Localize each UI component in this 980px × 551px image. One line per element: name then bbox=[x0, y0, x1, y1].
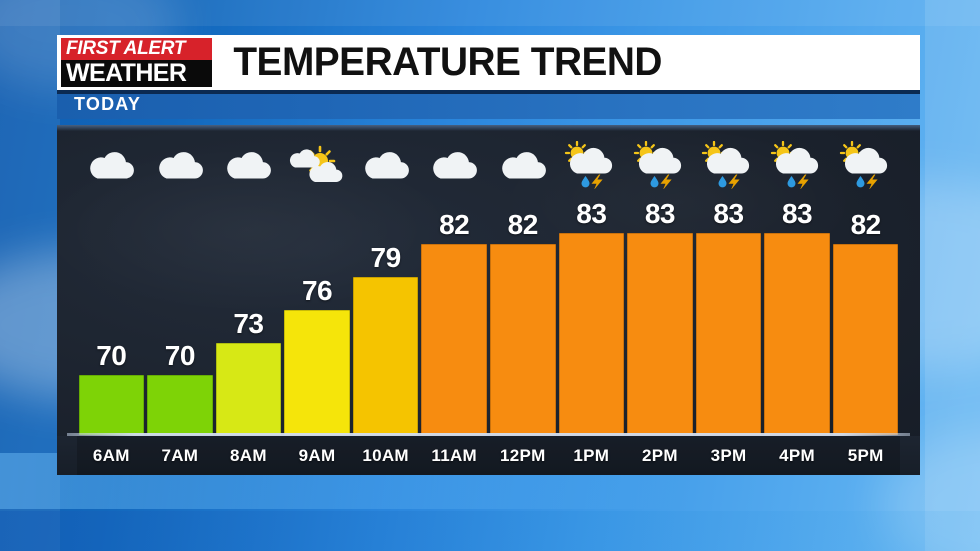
temperature-bar bbox=[764, 233, 830, 435]
bar-column: 82 bbox=[831, 133, 900, 435]
cloudy-icon bbox=[83, 141, 139, 189]
temperature-value: 79 bbox=[370, 242, 402, 273]
weather-icon-slot bbox=[488, 139, 557, 191]
weather-icon-slot bbox=[146, 139, 215, 191]
weather-icon-slot bbox=[214, 139, 283, 191]
weather-icon-slot bbox=[283, 139, 352, 191]
temperature-bar bbox=[78, 375, 145, 435]
temperature-bar bbox=[558, 233, 625, 435]
logo-first-alert-text: FIRST ALERT bbox=[61, 38, 212, 60]
background-footer-band bbox=[0, 511, 980, 551]
time-label: 8AM bbox=[230, 445, 267, 465]
first-alert-weather-logo: FIRST ALERT WEATHER bbox=[57, 35, 212, 90]
weather-icon-slot bbox=[77, 139, 146, 191]
temperature-value: 82 bbox=[507, 209, 539, 240]
bar-column: 70 bbox=[77, 133, 146, 435]
temperature-value: 82 bbox=[439, 209, 470, 240]
bar-column: 83 bbox=[694, 133, 763, 435]
weather-icon-slot bbox=[626, 139, 695, 191]
weather-icon-slot bbox=[420, 139, 489, 191]
temperature-value: 83 bbox=[781, 198, 813, 229]
bar-column: 83 bbox=[763, 133, 832, 435]
temperature-value: 70 bbox=[96, 340, 127, 371]
background-stripe bbox=[0, 0, 60, 551]
time-label: 11AM bbox=[431, 445, 477, 465]
time-label: 1PM bbox=[573, 445, 610, 465]
temperature-value: 76 bbox=[301, 275, 333, 306]
x-axis-line bbox=[67, 433, 910, 436]
bar-column: 83 bbox=[626, 133, 695, 435]
cloudy-icon bbox=[220, 141, 276, 189]
cloudy-icon bbox=[358, 141, 414, 189]
temperature-bar bbox=[695, 233, 762, 435]
temperature-bar bbox=[832, 244, 899, 435]
partly-sunny-icon bbox=[289, 141, 345, 189]
temperature-bar bbox=[284, 310, 350, 435]
sun-cloud-rain-storm-icon bbox=[838, 141, 894, 189]
temperature-trend-chart: 70 70 73 76 79 82 82 83 83 83 83 82 6AM 7AM 8AM 9AM 10A… bbox=[57, 125, 920, 475]
bar-column: 82 bbox=[420, 133, 489, 435]
weather-icon-slot bbox=[831, 139, 900, 191]
cloudy-icon bbox=[152, 141, 208, 189]
time-label: 7AM bbox=[161, 445, 199, 465]
temperature-bar bbox=[352, 277, 419, 435]
weather-icon-slot bbox=[694, 139, 763, 191]
weather-icon-slot bbox=[763, 139, 832, 191]
title-bar: FIRST ALERT WEATHER TEMPERATURE TREND bbox=[57, 35, 920, 90]
page-title: TEMPERATURE TREND bbox=[233, 40, 662, 84]
x-axis-labels: 6AM 7AM 8AM 9AM 10AM 11AM 12PM 1PM 2PM 3PM 4PM 5PM bbox=[77, 436, 900, 475]
sun-cloud-rain-storm-icon bbox=[700, 141, 756, 189]
bar-column: 79 bbox=[351, 133, 420, 435]
bar-column: 83 bbox=[557, 133, 626, 435]
time-label: 3PM bbox=[710, 445, 747, 465]
day-banner-label: TODAY bbox=[74, 94, 142, 114]
temperature-bar bbox=[215, 343, 282, 435]
temperature-bar bbox=[147, 375, 213, 435]
time-label: 4PM bbox=[779, 445, 815, 465]
time-label: 12PM bbox=[499, 445, 546, 465]
time-label: 6AM bbox=[92, 445, 130, 465]
temperature-value: 83 bbox=[644, 198, 676, 229]
cloudy-icon bbox=[495, 141, 551, 189]
bar-column: 73 bbox=[214, 133, 283, 435]
header-divider bbox=[57, 90, 920, 94]
bar-column: 82 bbox=[488, 133, 557, 435]
sun-cloud-rain-storm-icon bbox=[563, 141, 619, 189]
temperature-value: 83 bbox=[713, 198, 744, 229]
time-label: 2PM bbox=[641, 445, 678, 465]
temperature-bar bbox=[421, 244, 487, 435]
temperature-value: 70 bbox=[164, 340, 196, 371]
bar-plot-area: 70 70 73 76 79 82 82 83 83 83 83 82 bbox=[77, 133, 900, 435]
panel-top-highlight bbox=[57, 125, 920, 131]
bar-column: 70 bbox=[146, 133, 215, 435]
axis-label-strip bbox=[57, 436, 920, 475]
background-band bbox=[0, 0, 980, 26]
sun-cloud-rain-storm-icon bbox=[769, 141, 825, 189]
cloudy-icon bbox=[426, 141, 482, 189]
day-banner: TODAY bbox=[57, 90, 920, 119]
weather-icon-slot bbox=[351, 139, 420, 191]
temperature-value: 83 bbox=[576, 198, 607, 229]
temperature-bar bbox=[627, 233, 693, 435]
temperature-value: 73 bbox=[233, 308, 264, 339]
time-label: 5PM bbox=[847, 445, 884, 465]
logo-weather-text: WEATHER bbox=[61, 60, 212, 87]
temperature-value: 82 bbox=[850, 209, 882, 240]
bar-column: 76 bbox=[283, 133, 352, 435]
weather-icon-slot bbox=[557, 139, 626, 191]
background-stripe bbox=[925, 0, 980, 551]
header: FIRST ALERT WEATHER TEMPERATURE TREND TO… bbox=[57, 35, 920, 119]
temperature-bar bbox=[489, 244, 556, 435]
time-label: 9AM bbox=[298, 445, 336, 465]
sun-cloud-rain-storm-icon bbox=[632, 141, 688, 189]
time-label: 10AM bbox=[362, 445, 409, 465]
